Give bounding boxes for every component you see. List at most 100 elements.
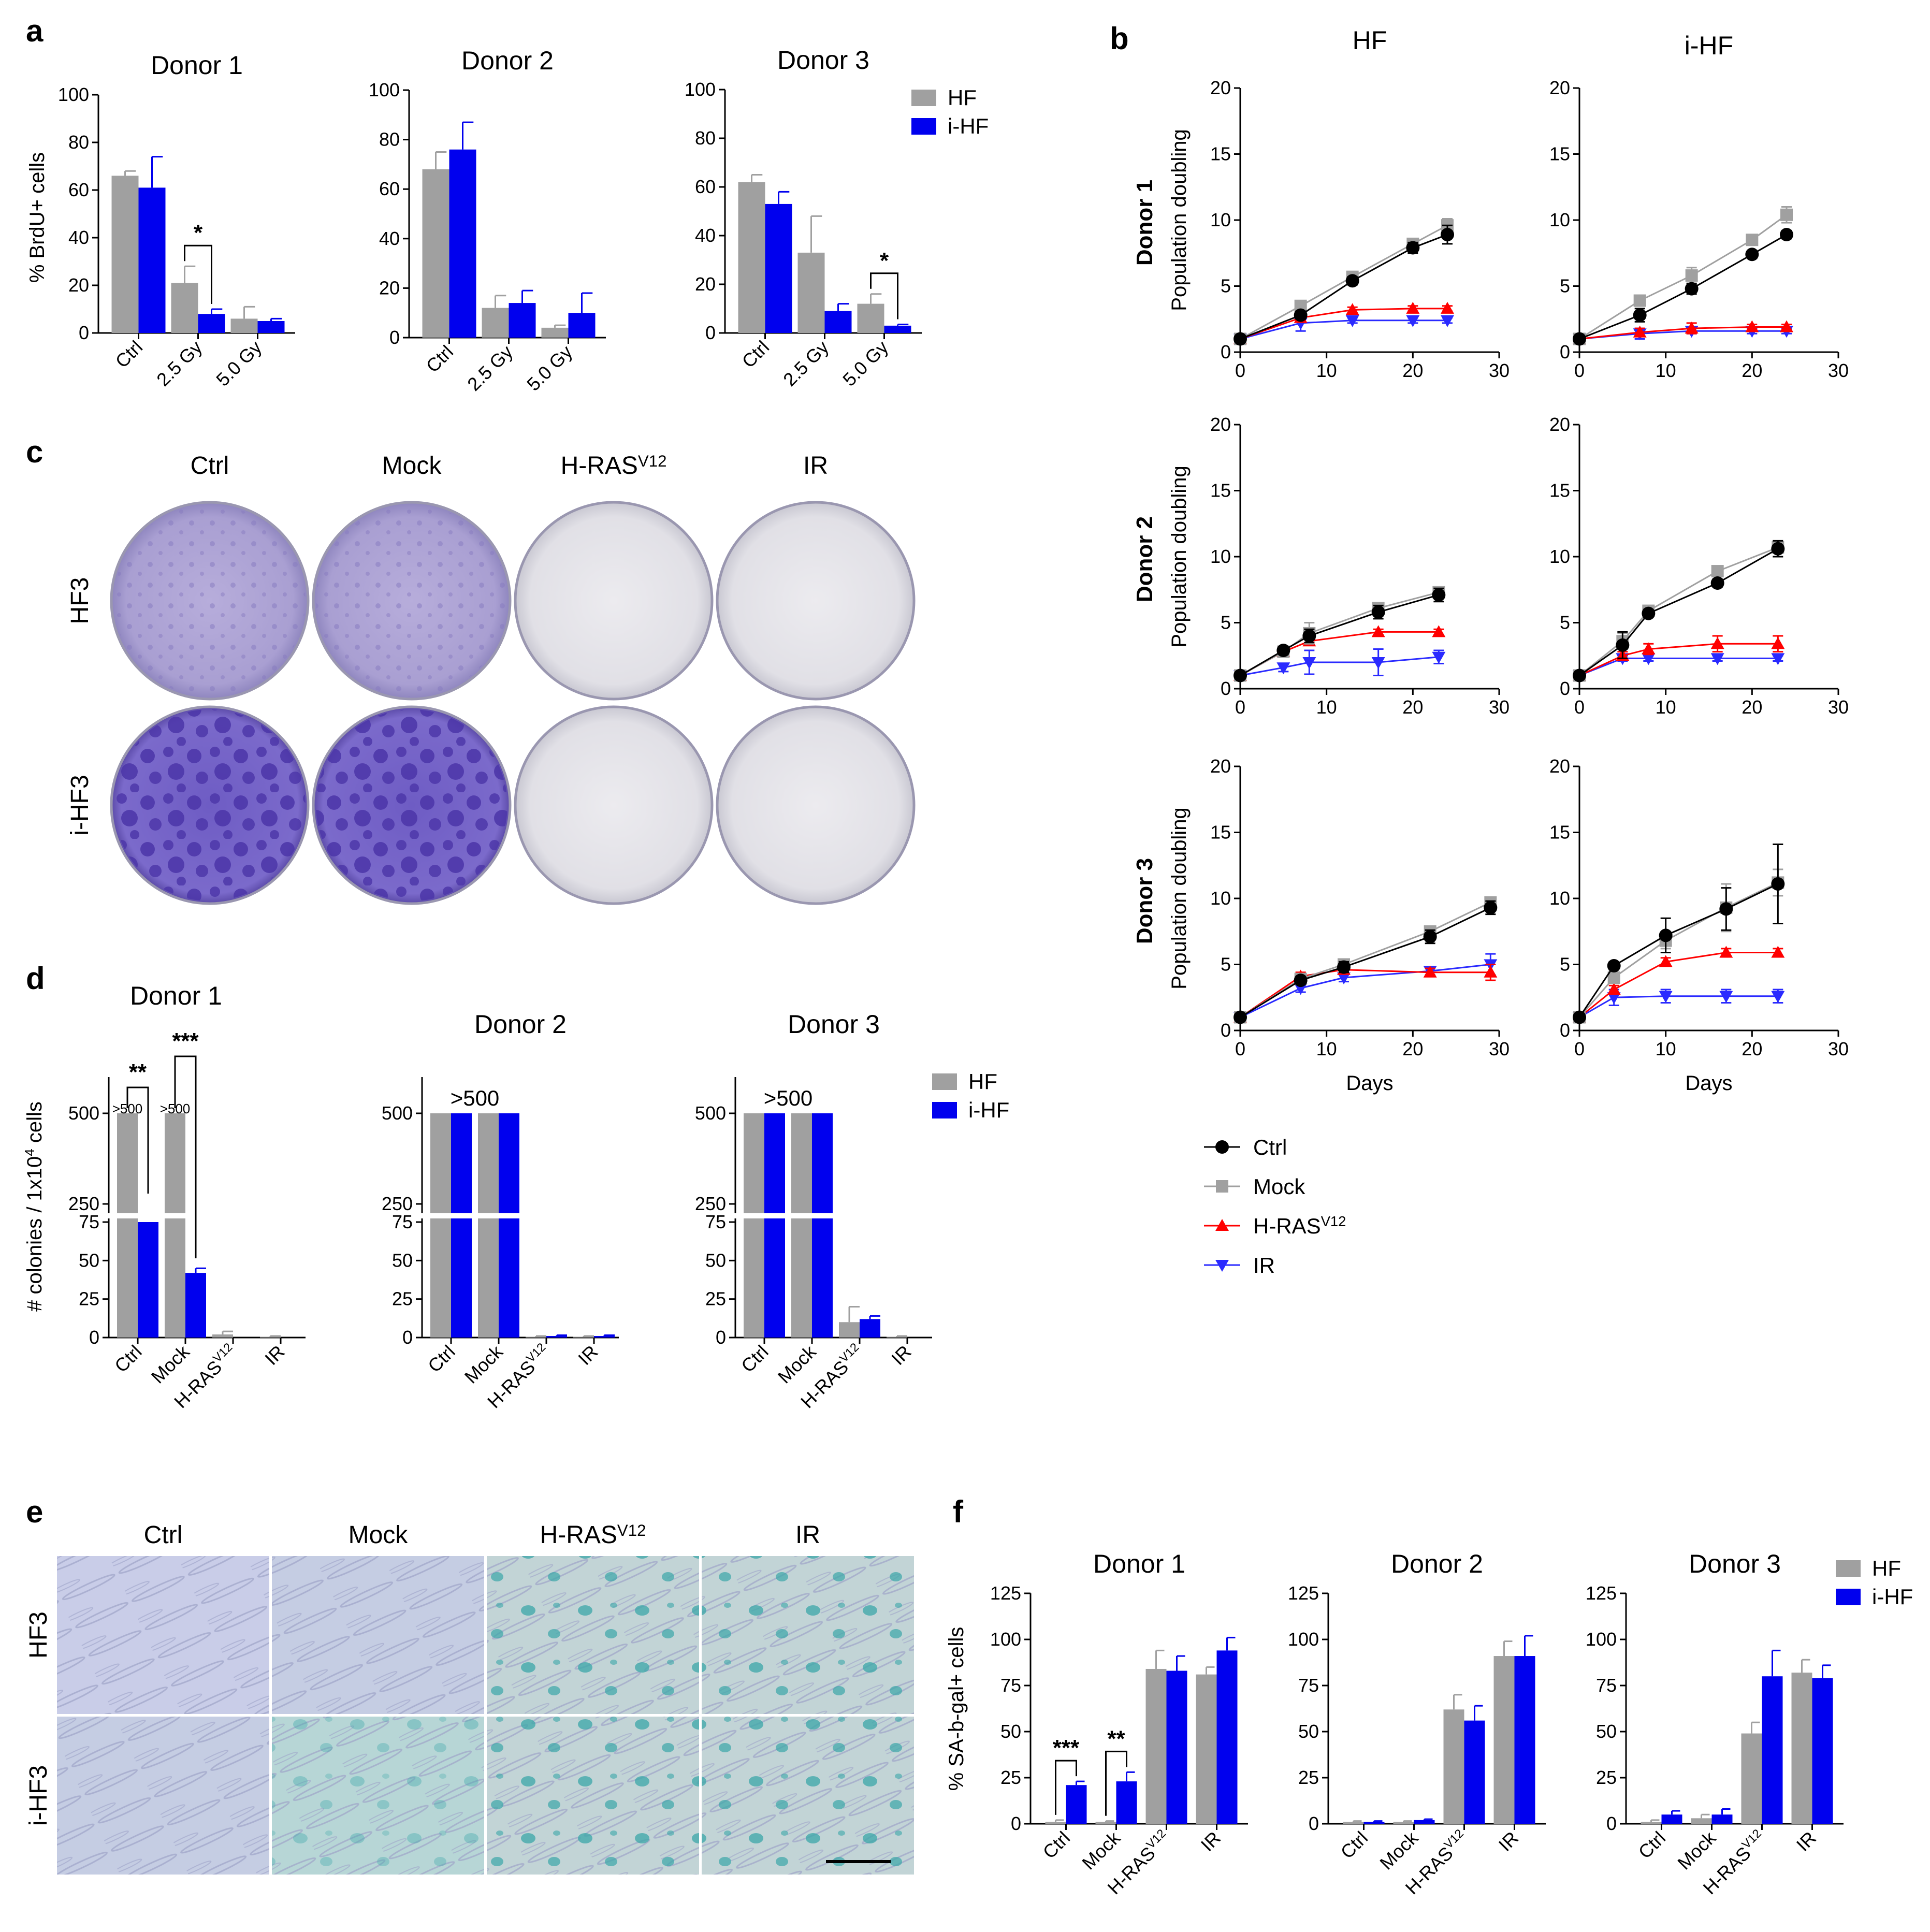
line-Mock xyxy=(1579,214,1787,340)
significance-label: * xyxy=(880,248,889,273)
point-Mock xyxy=(1685,269,1698,282)
bar-HF-IR xyxy=(573,1337,594,1338)
column-label: Ctrl xyxy=(191,452,229,480)
significance-bracket xyxy=(1055,1760,1077,1815)
bar-i-HF-IR xyxy=(1216,1650,1238,1824)
line-IR xyxy=(1579,657,1778,676)
bar-HF-Mock-lower xyxy=(791,1222,812,1338)
point-Mock xyxy=(1607,971,1620,984)
y-tick-label: 20 xyxy=(1549,414,1570,435)
legend-label: i-HF xyxy=(948,114,989,138)
bar-i-HF-Mock xyxy=(1711,1814,1733,1824)
row-label: HF3 xyxy=(66,577,94,624)
y-tick-label: 10 xyxy=(1549,546,1570,567)
culture-plate-HF3-H-RAS xyxy=(514,501,714,701)
x-tick-label: 10 xyxy=(1316,696,1337,718)
column-label-base: H-RAS xyxy=(540,1521,617,1549)
y-tick-label: 100 xyxy=(1586,1629,1617,1650)
bar-HF-Ctrl xyxy=(1343,1822,1364,1824)
sa-b-gal-stain xyxy=(487,1556,699,1714)
x-tick-label: 30 xyxy=(1828,696,1849,718)
bar-i-HF-Ctrl-lower xyxy=(764,1222,785,1338)
y-tick-label: 60 xyxy=(379,178,400,199)
point-Mock xyxy=(1711,565,1724,578)
bar-i-HF-Mock xyxy=(1414,1820,1435,1824)
bar-HF-IR xyxy=(260,1337,281,1338)
bar-HF-2.5 Gy xyxy=(797,252,825,333)
point-Ctrl xyxy=(1685,282,1699,296)
column-label: H-RASV12 xyxy=(540,1521,646,1549)
x-tick-label: 30 xyxy=(1828,360,1849,381)
x-tick-label: Ctrl xyxy=(1337,1827,1372,1863)
chart-title: Donor 3 xyxy=(777,46,869,75)
y-tick-label: 0 xyxy=(89,1327,99,1348)
bar-HF-Ctrl-upper xyxy=(117,1113,138,1222)
y-tick-label: 10 xyxy=(1210,209,1231,230)
bar-i-HF-H-RAS xyxy=(1166,1670,1187,1824)
x-tick-label: 30 xyxy=(1489,360,1510,381)
column-label: IR xyxy=(803,452,828,480)
bar-i-HF-5.0 Gy xyxy=(257,321,285,333)
sa-b-gal-stain xyxy=(272,1717,484,1875)
x-tick-label: 2.5 Gy xyxy=(463,341,517,395)
panel-letter-c: c xyxy=(26,434,43,469)
point-IR xyxy=(1371,657,1385,669)
axis-break-gap xyxy=(108,1213,304,1218)
bar-i-HF-Mock xyxy=(185,1273,206,1338)
legend-label-base: H-RAS xyxy=(1253,1214,1321,1238)
bar-i-HF-5.0 Gy xyxy=(884,325,911,333)
y-tick-label: 25 xyxy=(79,1288,99,1310)
bar-i-HF-Ctrl-lower xyxy=(451,1222,472,1338)
culture-plate-HF3-IR xyxy=(716,501,916,701)
bar-i-HF-Ctrl xyxy=(1661,1814,1682,1824)
x-tick-label: IR xyxy=(1494,1827,1522,1855)
bar-HF-Ctrl-upper xyxy=(430,1113,451,1222)
point-IR xyxy=(1406,315,1420,327)
point-IR xyxy=(1710,653,1724,665)
y-axis-label-base: # colonies / 1x10 xyxy=(23,1156,46,1312)
line-Mock xyxy=(1578,882,1778,1018)
x-tick-label-base: Ctrl xyxy=(1337,1827,1372,1863)
bar-i-HF-IR xyxy=(594,1336,615,1338)
x-tick-label: IR xyxy=(574,1341,602,1369)
x-tick-label: 0 xyxy=(1235,696,1245,718)
y-tick-label: 5 xyxy=(1560,275,1570,297)
point-Ctrl xyxy=(1573,332,1586,346)
legend-swatch-HF xyxy=(932,1073,957,1090)
point-IR xyxy=(1642,653,1656,665)
bar-i-HF-Ctrl xyxy=(1363,1822,1385,1824)
y-tick-label: 20 xyxy=(68,274,89,296)
bar-i-HF-IR xyxy=(1514,1656,1535,1824)
y-tick-label: 50 xyxy=(1298,1721,1319,1742)
point-IR xyxy=(1771,653,1785,665)
line-H-RAS xyxy=(1579,643,1778,676)
y-tick-label: 20 xyxy=(1549,77,1570,98)
y-tick-label: 0 xyxy=(1560,678,1570,699)
column-label-base: IR xyxy=(795,1521,820,1549)
y-tick-label: 125 xyxy=(1586,1582,1617,1604)
y-tick-label: 5 xyxy=(1221,954,1231,975)
legend-marker xyxy=(1216,1180,1228,1193)
y-tick-label: 20 xyxy=(695,273,716,295)
point-Ctrl xyxy=(1234,1010,1247,1024)
x-tick-label: 0 xyxy=(1235,360,1245,381)
panel-letter-d: d xyxy=(26,961,45,996)
panel-letter-a: a xyxy=(26,13,43,48)
cell-morphology xyxy=(272,1556,484,1714)
point-Mock xyxy=(1746,234,1759,246)
bar-HF-Mock-upper xyxy=(791,1113,812,1222)
point-Ctrl xyxy=(1302,629,1316,643)
bar-i-HF-Ctrl-upper xyxy=(764,1113,785,1222)
point-H-RAS xyxy=(1719,946,1733,958)
legend-label: IR xyxy=(1253,1253,1275,1277)
point-Ctrl xyxy=(1616,638,1630,652)
column-label-base: IR xyxy=(803,452,828,480)
y-tick-label: 50 xyxy=(705,1250,726,1271)
legend-marker xyxy=(1215,1219,1229,1231)
x-tick-label-base: Mock xyxy=(1673,1827,1720,1874)
significance-label: *** xyxy=(1053,1735,1080,1761)
x-tick-label-base: IR xyxy=(574,1341,602,1369)
x-tick-label: Ctrl xyxy=(1039,1827,1075,1863)
legend-label: HF xyxy=(968,1069,997,1094)
x-tick-label-base: Ctrl xyxy=(110,1341,146,1377)
